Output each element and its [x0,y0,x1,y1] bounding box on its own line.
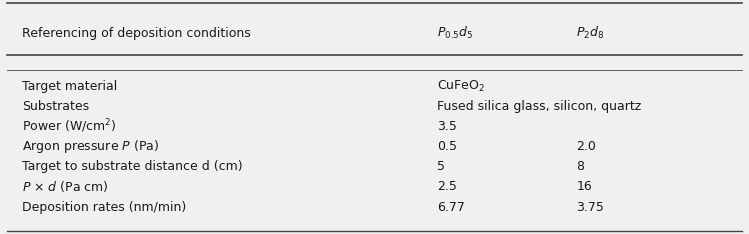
Text: Fused silica glass, silicon, quartz: Fused silica glass, silicon, quartz [437,100,641,113]
Text: Deposition rates (nm/min): Deposition rates (nm/min) [22,201,187,214]
Text: Argon pressure $P$ (Pa): Argon pressure $P$ (Pa) [22,138,160,155]
Text: 5: 5 [437,160,445,173]
Text: 0.5: 0.5 [437,140,457,153]
Text: $P$ × $d$ (Pa cm): $P$ × $d$ (Pa cm) [22,179,109,194]
Text: $P_{0.5}d_{5}$: $P_{0.5}d_{5}$ [437,25,473,41]
Text: Target to substrate distance d (cm): Target to substrate distance d (cm) [22,160,243,173]
Text: 16: 16 [577,180,592,194]
Text: 8: 8 [577,160,584,173]
Text: $P_{2}d_{8}$: $P_{2}d_{8}$ [577,25,604,41]
Text: 3.5: 3.5 [437,120,457,133]
Text: 2.5: 2.5 [437,180,457,194]
Text: 2.0: 2.0 [577,140,596,153]
Text: 3.75: 3.75 [577,201,604,214]
Text: CuFeO$_{2}$: CuFeO$_{2}$ [437,78,485,94]
Text: Substrates: Substrates [22,100,89,113]
Text: Power (W/cm$^{2}$): Power (W/cm$^{2}$) [22,118,117,135]
Text: 6.77: 6.77 [437,201,465,214]
Text: Target material: Target material [22,80,118,92]
Text: Referencing of deposition conditions: Referencing of deposition conditions [22,27,251,40]
